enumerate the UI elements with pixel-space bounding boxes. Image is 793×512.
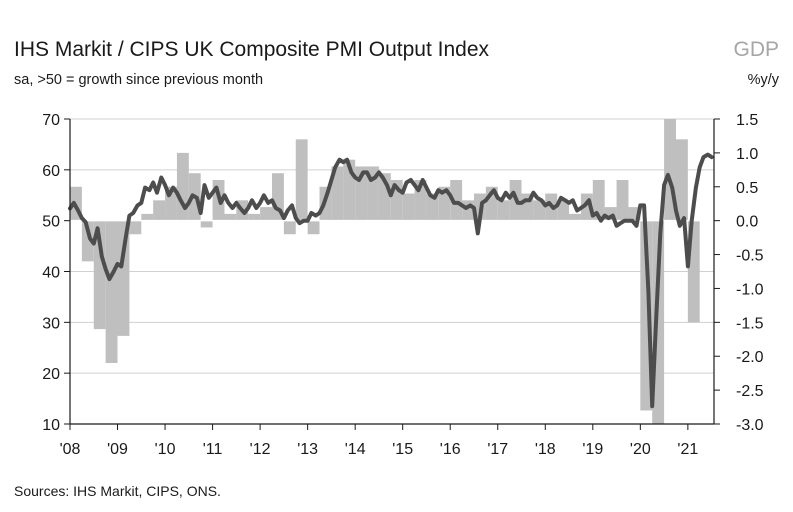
gdp-bar — [414, 180, 427, 221]
left-tick-label: 40 — [42, 265, 60, 282]
gdp-bar — [176, 152, 189, 221]
left-tick-label: 60 — [42, 163, 60, 180]
x-tick-label: '16 — [440, 441, 461, 458]
gdp-bar — [497, 200, 510, 221]
gridlines — [70, 118, 714, 374]
gdp-bar — [628, 207, 641, 221]
gdp-bar — [580, 193, 593, 221]
tick-labels: 10 20 30 40 50 60 70 1.5 1.0 0.5 0.0 -0.5 -1.0 -1.5 -2… — [42, 112, 763, 458]
gdp-bar — [81, 220, 94, 262]
x-tick-label: '14 — [345, 441, 366, 458]
source-note: Sources: IHS Markit, CIPS, ONS. — [14, 483, 221, 499]
gdp-bar — [604, 207, 617, 221]
gdp-bar — [652, 220, 665, 424]
gdp-bar — [438, 186, 451, 221]
gdp-bar — [93, 220, 106, 330]
x-tick-label: '08 — [60, 441, 81, 458]
right-tick-label: 1.5 — [736, 112, 758, 129]
gdp-bar — [105, 220, 118, 363]
pmi-line — [68, 152, 714, 409]
x-tick-label: '13 — [297, 441, 318, 458]
gdp-bar — [355, 166, 368, 221]
gdp-bar — [248, 213, 261, 221]
x-tick-label: '12 — [250, 441, 271, 458]
gdp-bar — [378, 173, 391, 221]
gdp-bar — [485, 186, 498, 221]
right-tick-label: -1.5 — [736, 315, 764, 332]
gdp-bar — [533, 200, 546, 221]
gdp-bar — [675, 139, 688, 221]
gdp-bar — [367, 166, 379, 221]
x-tick-label: '21 — [677, 441, 698, 458]
right-tick-label: -2.0 — [736, 349, 764, 366]
gdp-bar — [450, 180, 463, 221]
gdp-bar — [557, 200, 570, 221]
right-tick-label: 0.0 — [736, 214, 758, 231]
gdp-bar — [260, 207, 272, 221]
gdp-bar — [153, 200, 166, 221]
gdp-bar — [664, 119, 676, 221]
left-tick-label: 20 — [42, 366, 60, 383]
x-tick-label: '18 — [535, 441, 556, 458]
gdp-bar — [141, 213, 154, 221]
right-tick-label: -0.5 — [736, 248, 764, 265]
chart-title: IHS Markit / CIPS UK Composite PMI Outpu… — [14, 38, 489, 61]
gdp-bar — [117, 220, 130, 336]
x-tick-label: '17 — [487, 441, 508, 458]
gdp-bar — [592, 180, 605, 221]
gdp-bar — [521, 193, 534, 221]
gdp-bar — [283, 220, 296, 235]
gdp-bar — [687, 220, 700, 323]
gdp-bar — [426, 193, 439, 221]
left-tick-label: 50 — [42, 214, 60, 231]
gdp-bar — [569, 213, 581, 221]
chart-area: 10 20 30 40 50 60 70 1.5 1.0 0.5 0.0 -0.5 -1.0 -1.5 -2… — [42, 112, 763, 458]
gdp-bar — [224, 213, 237, 221]
x-tick-label: '19 — [582, 441, 603, 458]
gdp-bar — [331, 166, 344, 221]
left-tick-label: 70 — [42, 112, 60, 129]
x-tick-label: '10 — [155, 441, 176, 458]
gdp-bar — [129, 220, 142, 235]
x-tick-label: '11 — [203, 441, 223, 458]
gdp-bar — [402, 193, 415, 221]
x-tick-label: '15 — [392, 441, 413, 458]
right-tick-label: 0.5 — [736, 180, 758, 197]
gdp-bar — [616, 180, 629, 221]
x-tick-label: '09 — [107, 441, 128, 458]
gdp-bar — [200, 220, 213, 228]
right-tick-label: 1.0 — [736, 146, 758, 163]
gdp-bar — [462, 200, 474, 221]
pmi-series-line — [68, 152, 714, 409]
x-tick-label: '20 — [630, 441, 651, 458]
gdp-bar — [307, 220, 320, 235]
gdp-bar — [390, 180, 403, 221]
gdp-bar — [640, 220, 653, 411]
left-tick-label: 30 — [42, 315, 60, 332]
axes — [64, 118, 720, 430]
gdp-bar — [343, 159, 356, 221]
right-axis-title: GDP — [733, 38, 779, 61]
right-tick-label: -2.5 — [736, 383, 764, 400]
gdp-bar — [271, 173, 284, 221]
right-axis-unit: %y/y — [747, 72, 779, 88]
right-tick-label: -1.0 — [736, 281, 764, 298]
gdp-bar — [165, 186, 177, 221]
left-tick-label: 10 — [42, 417, 60, 434]
chart-subtitle: sa, >50 = growth since previous month — [14, 72, 264, 88]
right-tick-label: -3.0 — [736, 417, 764, 434]
gdp-bar — [295, 139, 308, 221]
